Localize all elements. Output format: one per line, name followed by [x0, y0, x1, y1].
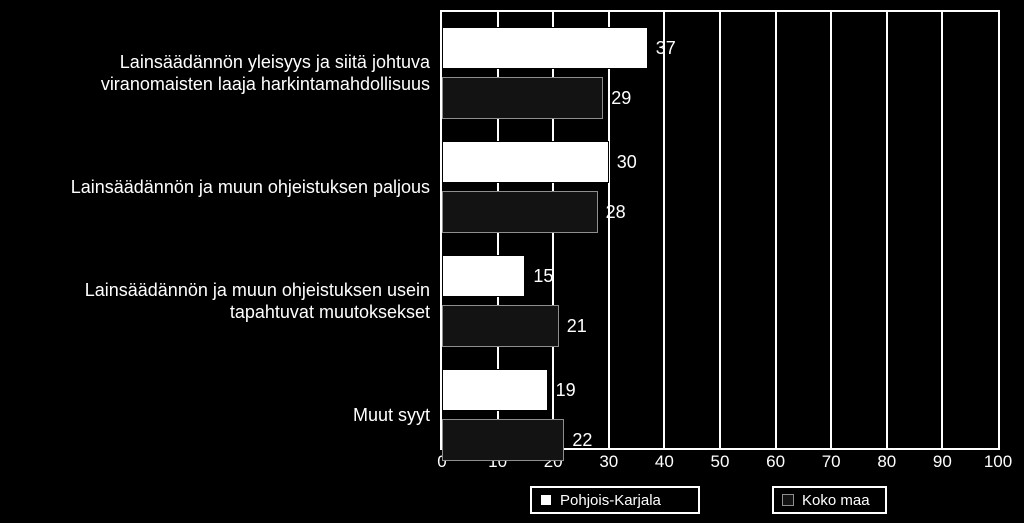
bar-rect — [442, 369, 548, 411]
x-tick-label: 90 — [933, 448, 952, 472]
grid-line — [775, 12, 777, 448]
grid-line — [941, 12, 943, 448]
x-tick-label: 80 — [877, 448, 896, 472]
category-label: Muut syyt — [10, 404, 430, 427]
category-label: Lainsäädännön ja muun ohjeistuksen usein… — [10, 279, 430, 324]
bar: 19 — [442, 369, 576, 411]
legend-swatch-series-2 — [782, 494, 794, 506]
bar: 37 — [442, 27, 676, 69]
grid-line — [886, 12, 888, 448]
bar-rect — [442, 305, 559, 347]
x-tick-label: 30 — [599, 448, 618, 472]
bar-value-label: 37 — [656, 38, 676, 59]
bar-value-label: 19 — [556, 380, 576, 401]
bar-rect — [442, 141, 609, 183]
bar-rect — [442, 77, 603, 119]
bar-rect — [442, 191, 598, 233]
grid-line — [719, 12, 721, 448]
legend-label-series-1: Pohjois-Karjala — [560, 492, 661, 509]
legend-item-series-2: Koko maa — [772, 486, 887, 514]
category-label: Lainsäädännön ja muun ohjeistuksen paljo… — [10, 176, 430, 199]
bar-value-label: 29 — [611, 88, 631, 109]
bar-value-label: 28 — [606, 202, 626, 223]
plot-area: 01020304050607080901003729302815211922 — [440, 10, 1000, 450]
x-tick-label: 60 — [766, 448, 785, 472]
bar-rect — [442, 419, 564, 461]
legend-swatch-series-1 — [540, 494, 552, 506]
bar-value-label: 30 — [617, 152, 637, 173]
category-label: Lainsäädännön yleisyys ja siitä johtuva … — [10, 51, 430, 96]
bar-value-label: 21 — [567, 316, 587, 337]
legend-label-series-2: Koko maa — [802, 492, 870, 509]
bar-rect — [442, 27, 648, 69]
bar: 30 — [442, 141, 637, 183]
bar: 29 — [442, 77, 631, 119]
bar: 21 — [442, 305, 587, 347]
grid-line — [830, 12, 832, 448]
x-tick-label: 100 — [984, 448, 1012, 472]
bar: 22 — [442, 419, 592, 461]
bar: 15 — [442, 255, 553, 297]
bar: 28 — [442, 191, 626, 233]
legend-item-series-1: Pohjois-Karjala — [530, 486, 700, 514]
x-tick-label: 40 — [655, 448, 674, 472]
bar-rect — [442, 255, 525, 297]
grid-line — [663, 12, 665, 448]
x-tick-label: 50 — [711, 448, 730, 472]
chart-container: 01020304050607080901003729302815211922 L… — [0, 0, 1024, 523]
x-tick-label: 70 — [822, 448, 841, 472]
bar-value-label: 22 — [572, 430, 592, 451]
bar-value-label: 15 — [533, 266, 553, 287]
